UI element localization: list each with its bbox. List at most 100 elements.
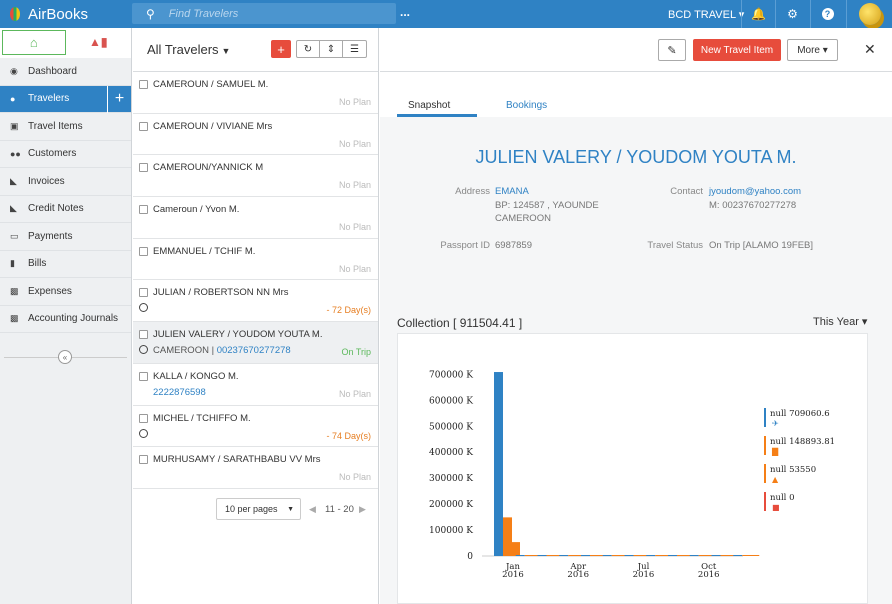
plan-status: No Plan [338,180,371,191]
list-item[interactable]: CAMEROUN/YANNICK M No Plan [133,155,378,198]
list-item[interactable]: Cameroun / Yvon M. No Plan [133,197,378,239]
traveler-phone[interactable]: 2222876598 [153,386,206,398]
brand[interactable]: AirBooks [0,0,132,28]
menu-icon[interactable]: ☰ [350,43,359,55]
bar [663,555,673,556]
help-icon[interactable]: ? [810,0,844,28]
agency-dropdown[interactable]: BCD TRAVEL ▾ [668,9,745,21]
bell-icon[interactable]: 🔔 [741,0,775,28]
row-checkbox[interactable] [139,80,148,89]
more-button[interactable]: More ▾ [787,39,838,61]
sidebar-item-payments[interactable]: ▭ Payments [0,223,131,251]
refresh-icon[interactable]: ↻ [297,41,320,57]
row-checkbox[interactable] [139,246,148,256]
coins-icon[interactable] [846,0,892,28]
bar [668,555,677,556]
traveler-phone[interactable]: 00237670277278 [216,345,291,357]
sidebar-item-label: Credit Notes [28,203,84,215]
file-icon: ▮ [10,258,15,269]
list-item[interactable]: CAMEROUN / VIVIANE Mrs No Plan [133,114,378,156]
sidebar-item-customers[interactable]: ●● Customers [0,141,131,168]
sidebar-item-bills[interactable]: ▮ Bills [0,251,131,278]
dashboard-icon: ◉ [10,65,18,76]
bar [537,555,547,556]
add-button[interactable]: + [271,40,291,58]
y-tick-label: 600000 K [429,396,473,406]
bar [689,555,699,556]
row-checkbox[interactable] [139,330,148,340]
sort-icon[interactable]: ⇕ [320,41,343,57]
period-dropdown[interactable]: This Year ▾ [813,316,868,328]
bar [750,555,760,556]
row-checkbox[interactable] [139,371,148,381]
home-tab[interactable]: ⌂ [2,30,66,55]
bar [524,555,534,556]
more-dots[interactable]: ... [400,5,411,19]
sidebar-item-dashboard[interactable]: ◉ Dashboard [0,58,131,86]
plan-status: - 74 Day(s) [326,430,371,441]
bar [641,555,651,556]
bar [590,555,599,556]
gear-icon[interactable]: ⚙ [775,0,809,28]
per-page-select[interactable]: 10 per pages ▼ [216,498,301,520]
list-item[interactable]: KALLA / KONGO M. 2222876598 No Plan [133,364,378,406]
bus-icon: ■ [772,503,780,512]
tab-snapshot[interactable]: Snapshot [397,100,477,117]
y-tick-label: 500000 K [429,422,473,432]
sidebar-item-travel-items[interactable]: ▣ Travel Items [0,113,131,141]
search-input[interactable]: ⚲ Find Travelers [132,3,396,24]
y-tick-label: 700000 K [429,370,473,380]
tab-bookings[interactable]: Bookings [506,100,548,111]
next-page-icon[interactable]: ▶ [359,504,366,514]
pencil-icon: ✎ [667,44,677,57]
sidebar-item-label: Customers [28,148,77,160]
home-icon: ⌂ [29,35,38,50]
sidebar-item-travelers[interactable]: ● Travelers + [0,85,131,113]
bar [559,555,569,556]
list-item[interactable]: CAMEROUN / SAMUEL M. No Plan [133,72,378,114]
bar [624,555,634,556]
legend-label: null 148893.81 [770,437,835,447]
row-checkbox[interactable] [139,288,148,298]
sidebar: ⌂ ▲▮ ◉ Dashboard ● Travelers + ▣ Travel Item… [0,28,132,604]
list-title: All Travelers [147,42,219,57]
sidebar-item-label: Travel Items [28,120,83,132]
row-checkbox[interactable] [139,455,148,465]
bar [568,555,578,556]
list-item[interactable]: MURHUSAMY / SARATHBABU VV Mrs No Plan [133,447,378,489]
prev-page-icon[interactable]: ◀ [309,504,316,514]
sidebar-item-credit-notes[interactable]: ◣ Credit Notes [0,196,131,223]
travel-status-label: Travel Status [647,240,703,251]
list-filter-dropdown[interactable]: All Travelers ▼ [147,42,230,57]
plan-status: No Plan [338,263,371,274]
contact-email[interactable]: jyoudom@yahoo.com [709,186,802,197]
list-item[interactable]: EMMANUEL / TCHIF M. No Plan [133,239,378,281]
address-line1[interactable]: EMANA [495,186,529,197]
reports-tab[interactable]: ▲▮ [66,28,131,56]
credit-card-icon: ▭ [10,230,19,241]
sidebar-item-accounting-journals[interactable]: ▩ Accounting Journals [0,306,131,333]
close-icon[interactable]: ✕ [864,41,876,57]
collapse-sidebar-icon[interactable]: « [58,350,72,364]
user-icon: ● [10,93,16,104]
sidebar-item-expenses[interactable]: ▩ Expenses [0,278,131,306]
list-item[interactable]: MICHEL / TCHIFFO M. - 74 Day(s) [133,406,378,448]
row-checkbox[interactable] [139,205,148,215]
row-checkbox[interactable] [139,163,148,173]
traveler-name: JULIEN VALERY / YOUDOM YOUTA M. [153,329,323,341]
briefcase-icon: ▣ [10,120,19,131]
list-item-selected[interactable]: JULIEN VALERY / YOUDOM YOUTA M. CAMEROON … [133,322,378,364]
row-checkbox[interactable] [139,413,148,423]
bar [655,555,665,556]
bar [633,555,643,556]
row-checkbox[interactable] [139,121,148,131]
edit-button[interactable]: ✎ [658,39,686,61]
contact-label: Contact [670,186,703,197]
new-travel-item-button[interactable]: New Travel Item [693,39,781,61]
list-item[interactable]: JULIAN / ROBERTSON NN Mrs - 72 Day(s) [133,280,378,323]
sidebar-item-invoices[interactable]: ◣ Invoices [0,168,131,196]
bar [532,555,542,556]
add-traveler-button[interactable]: + [107,85,131,113]
travel-status-value: On Trip [ALAMO 19FEB] [709,240,814,251]
plan-status: No Plan [338,472,371,483]
